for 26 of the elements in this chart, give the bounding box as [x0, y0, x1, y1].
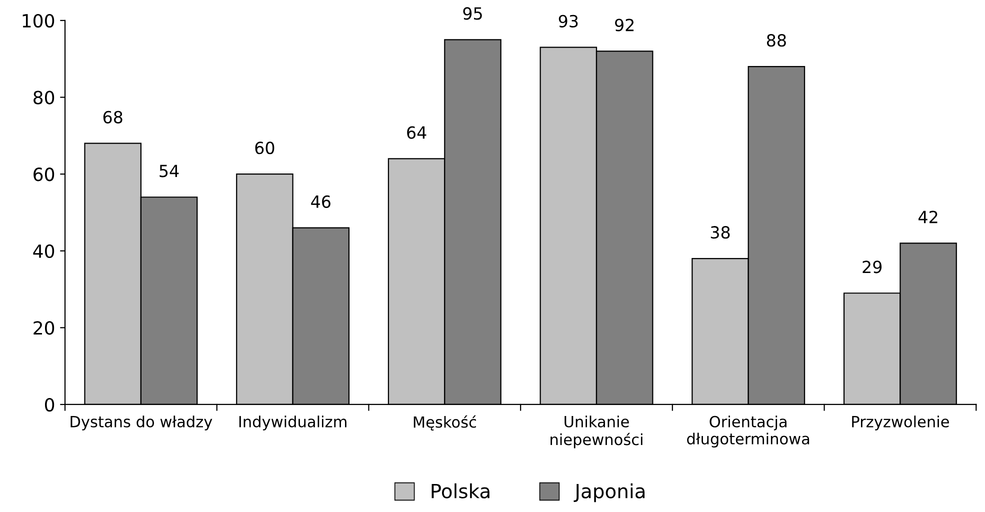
data-label: 92	[615, 18, 634, 32]
x-tick-label: Orientacja długoterminowa	[687, 416, 810, 448]
data-label: 64	[407, 126, 426, 139]
y-tick-label: 80	[34, 90, 54, 104]
x-tick-label: Dystans do władzy	[70, 416, 212, 430]
legend-label: Japonia	[574, 483, 645, 502]
legend-label: Polska	[432, 483, 490, 498]
y-tick-label: 100	[22, 14, 54, 28]
data-label: 46	[311, 195, 330, 208]
data-label: 95	[463, 7, 482, 20]
y-tick-label: 60	[34, 168, 54, 182]
data-label: 93	[558, 14, 578, 28]
y-tick-label: 0	[44, 398, 54, 412]
data-label: 54	[160, 164, 179, 178]
data-label: 42	[918, 210, 938, 224]
data-label: 88	[766, 34, 786, 47]
data-label: 38	[710, 226, 730, 239]
x-tick-label: Unikanie niepewności	[550, 416, 642, 448]
x-tick-label: Indywidualizm	[239, 416, 346, 430]
data-label: 60	[255, 142, 274, 154]
x-tick-label: Męskość	[414, 415, 476, 431]
x-tick-label: Przyzwolenie	[852, 416, 949, 430]
y-tick-label: 20	[34, 321, 54, 335]
y-tick-label: 40	[33, 244, 54, 258]
data-label: 29	[862, 260, 882, 274]
data-label: 68	[103, 110, 122, 124]
